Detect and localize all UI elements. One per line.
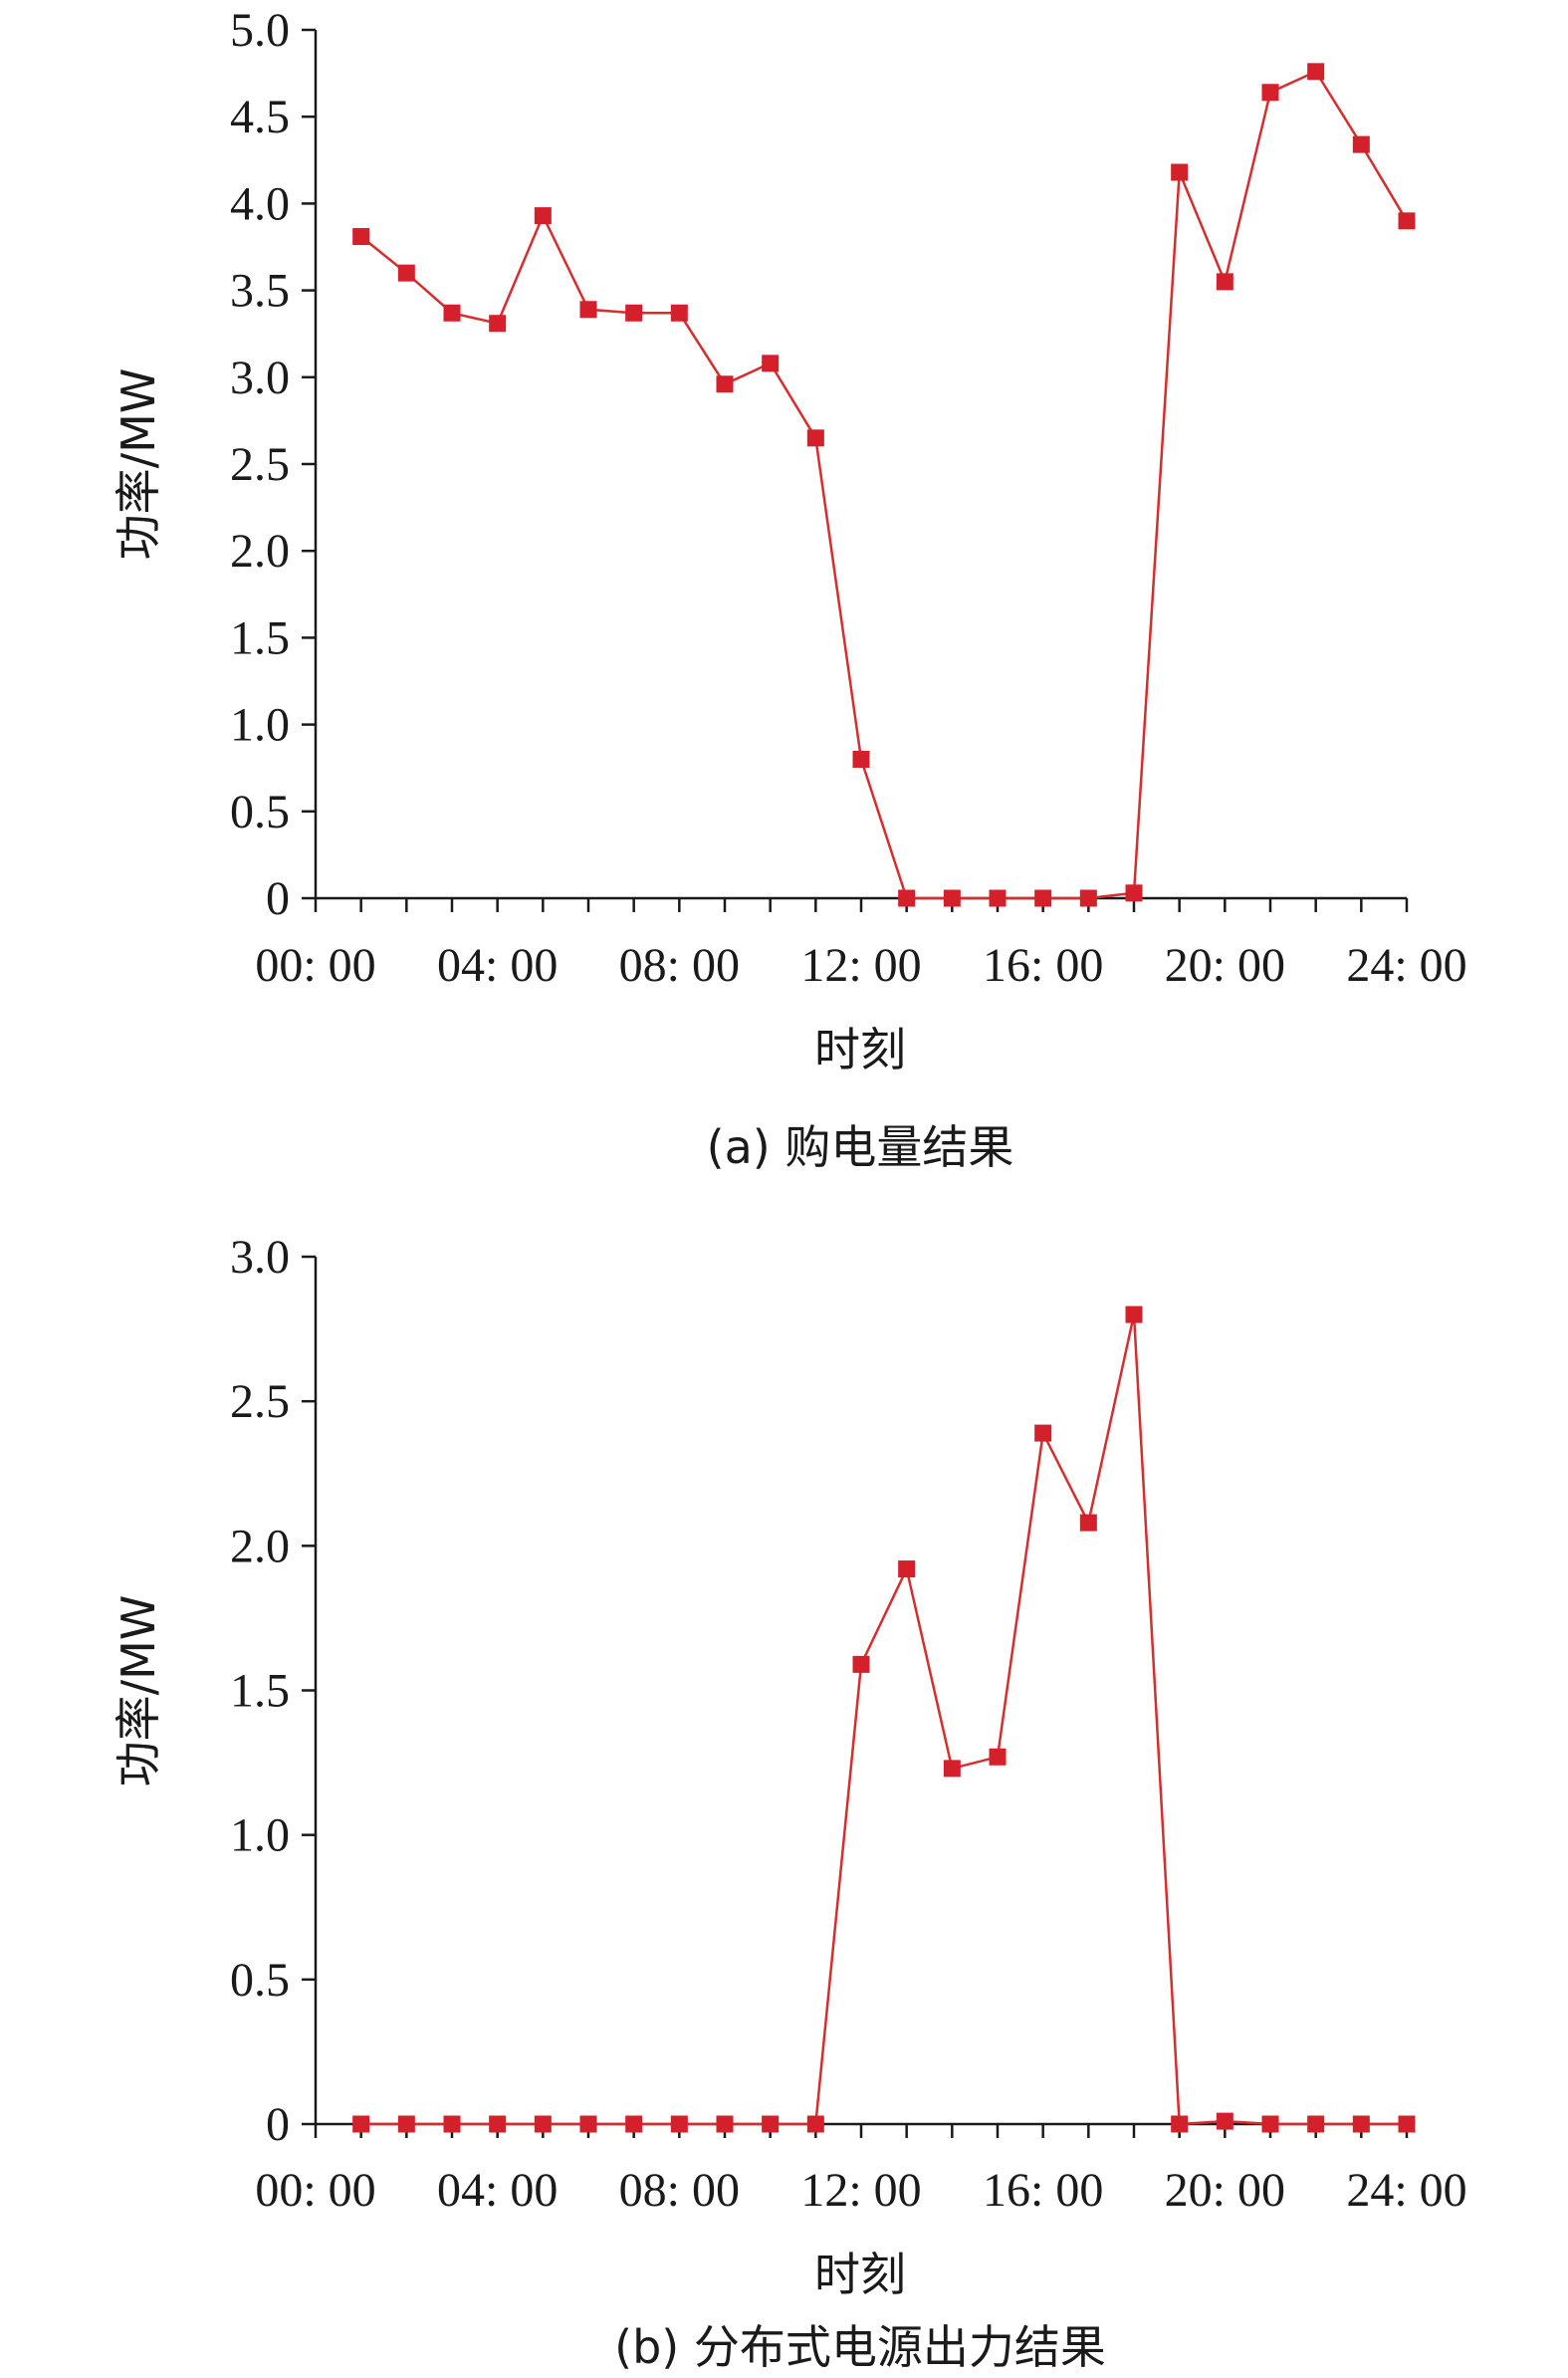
data-point bbox=[397, 264, 415, 282]
data-point bbox=[1307, 63, 1325, 81]
data-point bbox=[670, 304, 688, 322]
x-tick-label: 16: 00 bbox=[983, 2164, 1103, 2217]
y-tick-label: 1.5 bbox=[230, 1665, 290, 1718]
data-point bbox=[1171, 2115, 1189, 2133]
data-point bbox=[579, 301, 597, 319]
data-point bbox=[443, 2115, 461, 2133]
data-point bbox=[716, 375, 734, 393]
x-tick-label: 24: 00 bbox=[1346, 939, 1466, 992]
data-point bbox=[1079, 889, 1097, 907]
data-point bbox=[943, 889, 961, 907]
ticks-a bbox=[302, 28, 1409, 912]
data-point bbox=[1171, 163, 1189, 181]
data-point bbox=[534, 207, 552, 225]
data-point bbox=[943, 1760, 961, 1778]
data-point bbox=[489, 315, 507, 333]
data-point bbox=[716, 2115, 734, 2133]
data-point bbox=[989, 889, 1007, 907]
x-tick-label: 20: 00 bbox=[1165, 939, 1285, 992]
data-point bbox=[852, 1655, 870, 1673]
data-point bbox=[1216, 273, 1233, 291]
y-tick-label: 3.0 bbox=[230, 352, 290, 404]
y-tick-labels-b: 0 0.5 1.0 1.5 2.0 2.5 3.0 bbox=[230, 1231, 290, 2151]
y-axis-title-a: 功率/MW bbox=[112, 368, 165, 561]
x-tick-label: 20: 00 bbox=[1165, 2164, 1285, 2217]
y-tick-label: 0 bbox=[266, 2098, 290, 2151]
series-line-b bbox=[360, 1313, 1407, 2126]
data-point bbox=[625, 304, 643, 322]
data-point bbox=[1261, 84, 1279, 102]
y-tick-label: 0 bbox=[266, 872, 290, 925]
y-tick-label: 2.0 bbox=[230, 1520, 290, 1572]
markers-b bbox=[352, 1306, 1416, 2133]
y-tick-label: 1.0 bbox=[230, 1809, 290, 1862]
x-axis-title-a: 时刻 bbox=[814, 1023, 906, 1076]
y-tick-label: 1.0 bbox=[230, 699, 290, 752]
data-point bbox=[1307, 2115, 1325, 2133]
x-axis-title-b: 时刻 bbox=[814, 2248, 906, 2301]
y-tick-labels-a: 0 0.5 1.0 1.5 2.0 2.5 3.0 3.5 4.0 4.5 5.0 bbox=[230, 4, 290, 925]
data-point bbox=[852, 750, 870, 768]
series-line-a bbox=[359, 70, 1409, 900]
y-tick-label: 1.5 bbox=[230, 611, 290, 664]
data-point bbox=[1352, 2115, 1370, 2133]
data-point bbox=[489, 2115, 507, 2133]
x-tick-label: 00: 00 bbox=[255, 2164, 375, 2217]
ticks-b bbox=[302, 1255, 1409, 2138]
y-tick-label: 0.5 bbox=[230, 786, 290, 838]
caption-a: (a) 购电量结果 bbox=[707, 1120, 1014, 1174]
data-point bbox=[1261, 2115, 1279, 2133]
data-point bbox=[762, 355, 780, 372]
data-point bbox=[579, 2115, 597, 2133]
y-tick-label: 2.0 bbox=[230, 525, 290, 578]
data-point bbox=[989, 1748, 1007, 1766]
x-tick-label: 04: 00 bbox=[437, 2164, 558, 2217]
data-point bbox=[1398, 2115, 1416, 2133]
data-point bbox=[762, 2115, 780, 2133]
data-point bbox=[898, 1560, 916, 1578]
x-tick-label: 12: 00 bbox=[800, 2164, 921, 2217]
x-tick-labels-b: 00: 00 04: 00 08: 00 12: 00 16: 00 20: 00 24: … bbox=[255, 2164, 1466, 2217]
data-point bbox=[352, 228, 370, 246]
x-tick-label: 00: 00 bbox=[255, 939, 375, 992]
x-tick-labels-a: 00: 00 04: 00 08: 00 12: 00 16: 00 20: 00 24: … bbox=[255, 939, 1466, 992]
data-point bbox=[352, 2115, 370, 2133]
data-point bbox=[1125, 884, 1143, 902]
y-tick-label: 2.5 bbox=[230, 1375, 290, 1428]
data-point bbox=[898, 889, 916, 907]
y-tick-label: 4.0 bbox=[230, 177, 290, 230]
x-tick-label: 24: 00 bbox=[1346, 2164, 1466, 2217]
markers-a bbox=[352, 63, 1416, 907]
data-point bbox=[1216, 2112, 1233, 2130]
data-point bbox=[1398, 212, 1416, 230]
chart-a: 0 0.5 1.0 1.5 2.0 2.5 3.0 3.5 4.0 4.5 5.0 00: 00 04… bbox=[112, 4, 1467, 1174]
y-tick-label: 3.0 bbox=[230, 1231, 290, 1284]
x-tick-label: 08: 00 bbox=[619, 2164, 740, 2217]
y-tick-label: 4.5 bbox=[230, 91, 290, 143]
data-point bbox=[625, 2115, 643, 2133]
data-point bbox=[806, 2115, 824, 2133]
data-point bbox=[1125, 1306, 1143, 1323]
data-point bbox=[397, 2115, 415, 2133]
data-point bbox=[1034, 889, 1052, 907]
data-point bbox=[1034, 1424, 1052, 1442]
x-tick-label: 08: 00 bbox=[619, 939, 740, 992]
x-tick-label: 16: 00 bbox=[983, 939, 1103, 992]
x-tick-label: 12: 00 bbox=[800, 939, 921, 992]
chart-b: 0 0.5 1.0 1.5 2.0 2.5 3.0 00: 00 04: 00 08: 00 12… bbox=[112, 1231, 1467, 2374]
data-point bbox=[443, 304, 461, 322]
data-point bbox=[1352, 135, 1370, 153]
y-tick-label: 2.5 bbox=[230, 438, 290, 491]
x-tick-label: 04: 00 bbox=[437, 939, 558, 992]
y-tick-label: 3.5 bbox=[230, 265, 290, 318]
caption-b: (b) 分布式电源出力结果 bbox=[614, 2320, 1106, 2374]
data-point bbox=[670, 2115, 688, 2133]
y-tick-label: 5.0 bbox=[230, 4, 290, 57]
data-point bbox=[534, 2115, 552, 2133]
data-point bbox=[806, 429, 824, 447]
y-axis-title-b: 功率/MW bbox=[112, 1595, 165, 1787]
y-tick-label: 0.5 bbox=[230, 1954, 290, 2007]
data-point bbox=[1079, 1514, 1097, 1532]
